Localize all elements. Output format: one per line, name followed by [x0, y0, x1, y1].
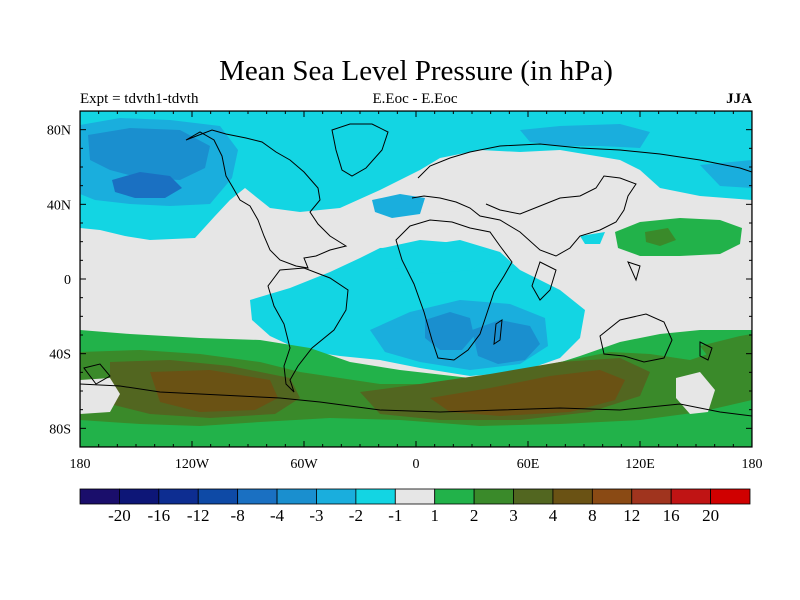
north-pacific-minus3: [88, 128, 210, 180]
colorbar-label: 3: [509, 506, 518, 525]
colorbar-swatch: [355, 488, 396, 505]
north-pacific-minus4: [112, 172, 182, 198]
tasman-plus2: [700, 334, 752, 372]
y-tick-label: 80N: [47, 124, 71, 139]
colorbar-swatch: [591, 488, 633, 505]
colorbar-swatch: [552, 488, 593, 505]
y-tick-label: 0: [64, 273, 71, 288]
colorbar-swatch: [434, 488, 475, 505]
colorbar-swatch: [158, 488, 199, 505]
west-pacific-light-gap: [80, 378, 120, 414]
south-african-minus3: [425, 312, 474, 350]
chart-title: Mean Sea Level Pressure (in hPa): [219, 55, 613, 87]
x-tick-label: 60W: [290, 457, 318, 472]
coastlines: [80, 123, 752, 417]
colorbar-label: 8: [588, 506, 597, 525]
colorbar-swatch: [197, 488, 239, 505]
colorbar-swatch: [631, 488, 672, 505]
colorbar: [79, 488, 751, 505]
colorbar-label: 4: [549, 506, 558, 525]
colorbar-swatch: [670, 488, 711, 505]
x-tick-label: 180: [70, 457, 91, 472]
colorbar-label: 12: [623, 506, 640, 525]
colorbar-swatch: [119, 488, 160, 505]
colorbar-swatch: [513, 488, 554, 505]
experiment-label: Expt = tdvth1-tdvth: [80, 91, 199, 107]
y-tick-label: 40N: [47, 198, 71, 213]
colorbar-swatch: [710, 488, 751, 505]
greenland-sea-cyan: [520, 124, 650, 148]
colorbar-label: 2: [470, 506, 479, 525]
northwest-pacific-plus1: [615, 218, 742, 256]
run-label: E.Eoc - E.Eoc: [372, 91, 458, 107]
colorbar-swatch: [237, 488, 278, 505]
colorbar-label: -2: [349, 506, 363, 525]
colorbar-label: -1: [388, 506, 402, 525]
northwest-pacific-plus2: [645, 228, 676, 246]
small-south-pacific-cyan: [580, 232, 605, 244]
x-tick-label: 180: [742, 457, 763, 472]
colorbar-labels: -20 -16 -12 -8 -4 -3 -2 -1 1 2 3 4 8 12 16 20: [108, 506, 719, 525]
south-pacific-plus4: [150, 370, 278, 412]
colorbar-label: 1: [430, 506, 439, 525]
y-axis-labels: 80N 40N 0 40S 80S: [47, 124, 71, 438]
axis-ticks: [79, 110, 753, 448]
x-axis-labels: 180 120W 60W 0 60E 120E 180: [70, 457, 763, 472]
colorbar-label: 20: [702, 506, 719, 525]
madagascar-minus3: [472, 320, 540, 364]
north-equatorial-cyan-patch: [383, 240, 492, 274]
colorbar-label: -3: [309, 506, 323, 525]
colorbar-label: -20: [108, 506, 131, 525]
x-tick-label: 60E: [517, 457, 540, 472]
far-east-cyan-patch: [700, 160, 752, 188]
colorbar-label: -12: [187, 506, 210, 525]
x-tick-label: 0: [413, 457, 420, 472]
y-tick-label: 80S: [49, 422, 71, 437]
x-tick-label: 120W: [175, 457, 210, 472]
south-indian-plus4: [430, 370, 625, 416]
colorbar-swatch: [394, 488, 436, 505]
colorbar-label: -8: [231, 506, 245, 525]
colorbar-label: -4: [270, 506, 285, 525]
colorbar-label: -16: [147, 506, 170, 525]
ross-sea-light-gap: [676, 372, 715, 414]
colorbar-swatch: [276, 488, 317, 505]
map-plot: [80, 111, 752, 447]
x-tick-label: 120E: [625, 457, 655, 472]
bottom-band-fill: [80, 428, 752, 447]
colorbar-label: 16: [663, 506, 680, 525]
season-label: JJA: [726, 91, 752, 107]
colorbar-swatch: [79, 488, 120, 505]
y-tick-label: 40S: [49, 348, 71, 363]
colorbar-swatch: [473, 488, 514, 505]
north-atlantic-cyan-patch: [372, 194, 425, 218]
colorbar-swatch: [316, 488, 357, 505]
